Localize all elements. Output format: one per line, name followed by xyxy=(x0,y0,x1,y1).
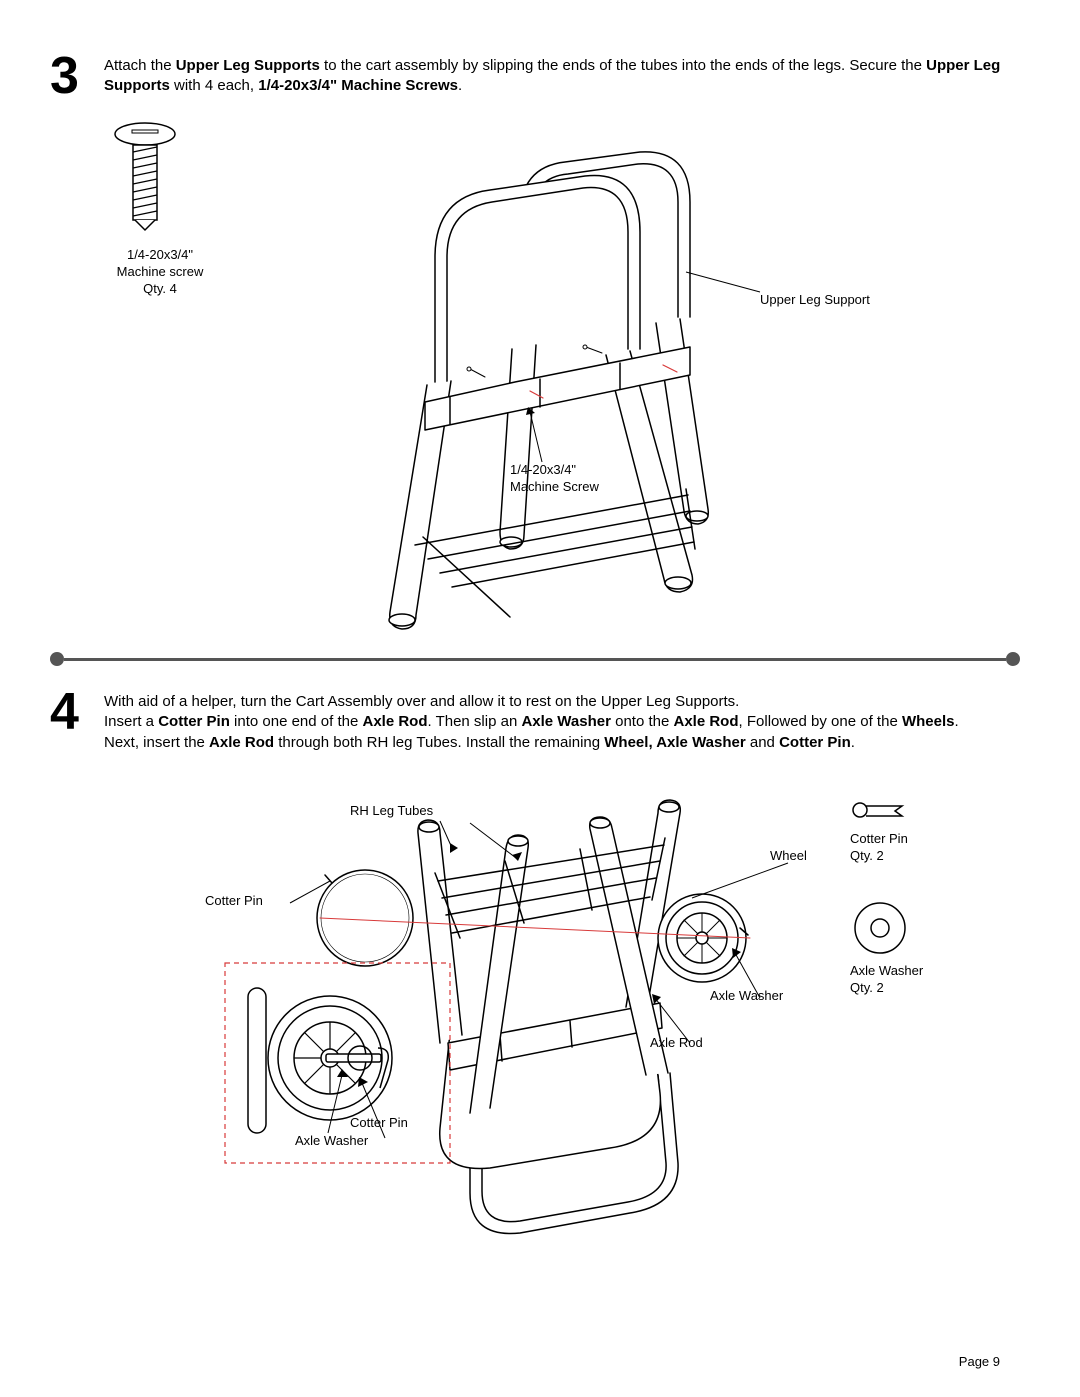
step-4-header: 4 With aid of a helper, turn the Cart As… xyxy=(50,686,1020,753)
cotter-detail-label: Cotter Pin xyxy=(350,1115,408,1132)
t: 1/4-20x3/4" xyxy=(510,462,599,479)
t: . xyxy=(954,713,958,730)
upper-leg-label: Upper Leg Support xyxy=(760,292,870,309)
t: Upper Leg Supports xyxy=(176,57,320,74)
t: Qty. 4 xyxy=(105,281,215,298)
machine-screw-icon xyxy=(110,122,180,242)
divider-dot-icon xyxy=(50,652,64,666)
t: Axle Washer xyxy=(850,963,923,980)
axle-washer-icon-label: Axle Washer Qty. 2 xyxy=(850,963,923,997)
step-4-number: 4 xyxy=(50,686,90,738)
t: Qty. 2 xyxy=(850,980,923,997)
step-3-diagram: 1/4-20x3/4" Machine screw Qty. 4 xyxy=(50,112,1020,642)
t: Axle Rod xyxy=(209,734,274,751)
t: Axle Rod xyxy=(362,713,427,730)
t: Cotter Pin xyxy=(779,734,851,751)
t: through both RH leg Tubes. Install the r… xyxy=(274,734,604,751)
step-3-header: 3 Attach the Upper Leg Supports to the c… xyxy=(50,50,1020,102)
t: With aid of a helper, turn the Cart Asse… xyxy=(104,693,739,710)
t: . xyxy=(458,77,462,94)
t: , Followed by one of the xyxy=(739,713,902,730)
t: RH Leg Tubes xyxy=(350,803,433,818)
cotter-left-label: Cotter Pin xyxy=(205,893,263,910)
t: Wheels xyxy=(902,713,955,730)
t: and xyxy=(746,734,779,751)
rh-leg-label: RH Leg Tubes xyxy=(350,803,433,820)
page: 3 Attach the Upper Leg Supports to the c… xyxy=(0,0,1080,1397)
t: Machine Screw xyxy=(510,479,599,496)
cart-drawing-step4 xyxy=(170,763,850,1263)
t: Wheel xyxy=(770,848,807,863)
t: Cotter Pin xyxy=(350,1115,408,1130)
wheel-label: Wheel xyxy=(770,848,807,865)
page-number: Page 9 xyxy=(959,1354,1000,1369)
diagram-screw-label: 1/4-20x3/4" Machine Screw xyxy=(510,462,599,496)
t: Qty. 2 xyxy=(850,848,908,865)
t: 1/4-20x3/4" Machine Screws xyxy=(258,77,458,94)
t: Machine screw xyxy=(105,264,215,281)
t: Axle Washer xyxy=(521,713,610,730)
t: Upper Leg Support xyxy=(760,292,870,307)
axle-washer-label: Axle Washer xyxy=(710,988,783,1005)
t: . Then slip an xyxy=(428,713,522,730)
t: Attach the xyxy=(104,57,176,74)
t: Cotter Pin xyxy=(850,831,908,848)
step-4-text: With aid of a helper, turn the Cart Asse… xyxy=(104,686,959,753)
cart-drawing-step3 xyxy=(310,117,830,637)
t: Axle Rod xyxy=(674,713,739,730)
divider-dot-icon xyxy=(1006,652,1020,666)
t: Axle Washer xyxy=(710,988,783,1003)
t: Axle Washer xyxy=(295,1133,368,1148)
t: to the cart assembly by slipping the end… xyxy=(320,57,926,74)
axle-rod-label: Axle Rod xyxy=(650,1035,703,1052)
axle-washer-detail-label: Axle Washer xyxy=(295,1133,368,1150)
t: Insert a xyxy=(104,713,158,730)
axle-washer-icon xyxy=(850,898,910,958)
step-3-text: Attach the Upper Leg Supports to the car… xyxy=(104,50,1020,97)
t: into one end of the xyxy=(230,713,363,730)
step-3-number: 3 xyxy=(50,50,90,102)
t: with 4 each, xyxy=(170,77,258,94)
cotter-pin-icon xyxy=(850,798,910,828)
t: . xyxy=(851,734,855,751)
cotter-pin-icon-label: Cotter Pin Qty. 2 xyxy=(850,831,908,865)
screw-label: 1/4-20x3/4" Machine screw Qty. 4 xyxy=(105,247,215,298)
t: Axle Rod xyxy=(650,1035,703,1050)
t: Next, insert the xyxy=(104,734,209,751)
t: onto the xyxy=(611,713,674,730)
t: 1/4-20x3/4" xyxy=(105,247,215,264)
step-4-diagram: Cotter Pin Qty. 2 Axle Washer Qty. 2 RH … xyxy=(50,763,1020,1263)
t: Wheel, Axle Washer xyxy=(604,734,745,751)
step-divider xyxy=(50,652,1020,666)
divider-line xyxy=(64,658,1006,661)
t: Cotter Pin xyxy=(205,893,263,908)
t: Cotter Pin xyxy=(158,713,230,730)
